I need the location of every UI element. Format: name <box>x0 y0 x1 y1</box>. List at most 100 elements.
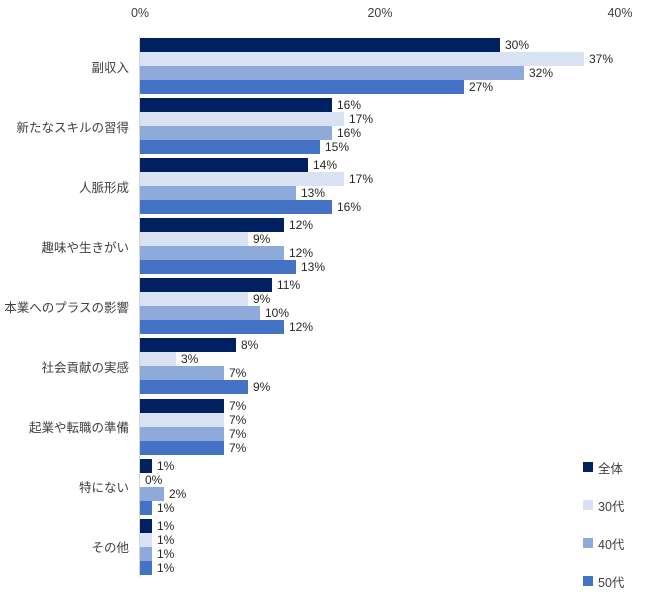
legend-label: 50代 <box>598 575 625 590</box>
x-axis-tick: 40% <box>607 6 633 20</box>
bar-50代 <box>140 140 320 155</box>
bar-40代 <box>140 66 524 80</box>
legend: 全体 30代 40代 50代 <box>583 460 624 601</box>
legend-item-全体: 全体 <box>583 460 624 476</box>
bar-40代 <box>140 186 296 201</box>
bar-value-label: 17% <box>349 172 374 187</box>
bar-row: 3% <box>140 352 639 367</box>
bar-group: 11% 9% 10% 12% <box>140 276 639 336</box>
bar-row: 27% <box>140 80 639 94</box>
bar-row: 7% <box>140 398 639 413</box>
bar-value-label: 1% <box>157 518 175 533</box>
bar-全体 <box>140 158 308 173</box>
bar-value-label: 1% <box>157 546 175 561</box>
bar-value-label: 11% <box>277 278 301 293</box>
bar-40代 <box>140 126 332 141</box>
bar-group: 7% 7% 7% 7% <box>140 397 639 457</box>
bar-row: 16% <box>140 200 639 215</box>
bar-value-label: 1% <box>157 560 175 575</box>
legend-label: 40代 <box>598 537 625 552</box>
bar-value-label: 15% <box>325 140 350 155</box>
bar-row: 12% <box>140 320 639 335</box>
bar-value-label: 12% <box>289 246 314 261</box>
bar-50代 <box>140 440 224 455</box>
bar-50代 <box>140 560 152 575</box>
bar-50代 <box>140 380 248 395</box>
bar-30代 <box>140 352 176 367</box>
bar-全体 <box>140 218 284 233</box>
bar-row: 1% <box>140 532 639 547</box>
bar-40代 <box>140 546 152 561</box>
bar-value-label: 1% <box>157 500 175 515</box>
bar-row: 8% <box>140 338 639 353</box>
bar-row: 7% <box>140 412 639 427</box>
bar-value-label: 7% <box>229 440 247 455</box>
bar-40代 <box>140 486 164 501</box>
bar-row: 1% <box>140 560 639 575</box>
category-label: 趣味や生きがい <box>41 240 129 255</box>
bar-row: 7% <box>140 440 639 455</box>
bar-全体 <box>140 518 152 533</box>
bar-value-label: 9% <box>253 232 271 247</box>
bar-value-label: 10% <box>265 306 290 321</box>
bar-30代 <box>140 172 344 187</box>
bar-value-label: 0% <box>145 472 163 487</box>
legend-swatch-icon <box>583 576 593 586</box>
legend-swatch-icon <box>583 462 593 472</box>
legend-label: 30代 <box>598 499 625 514</box>
bar-row: 9% <box>140 232 639 247</box>
bar-row: 17% <box>140 172 639 187</box>
category-label: 副収入 <box>91 60 129 75</box>
bar-40代 <box>140 246 284 261</box>
bar-value-label: 30% <box>505 38 530 52</box>
category-label: 新たなスキルの習得 <box>16 120 129 135</box>
bar-group: 8% 3% 7% 9% <box>140 336 639 396</box>
bar-row: 1% <box>140 458 639 473</box>
plot-area: 30% 37% 32% 27% 16% 17% 16% 15% 14% 17% 13% 16% 12% 9… <box>139 36 639 577</box>
x-axis-tick: 20% <box>367 6 393 20</box>
bar-row: 2% <box>140 486 639 501</box>
bar-row: 17% <box>140 112 639 127</box>
bar-value-label: 2% <box>169 486 187 501</box>
bar-value-label: 7% <box>229 366 247 381</box>
bar-group: 1% 1% 1% 1% <box>140 517 639 577</box>
bar-group: 12% 9% 12% 13% <box>140 216 639 276</box>
bar-value-label: 1% <box>157 458 175 473</box>
bar-row: 1% <box>140 500 639 515</box>
bar-value-label: 37% <box>589 52 614 66</box>
bar-全体 <box>140 398 224 413</box>
category-label: 本業へのプラスの影響 <box>4 300 129 315</box>
bar-row: 10% <box>140 306 639 321</box>
bar-row: 1% <box>140 546 639 561</box>
bar-row: 7% <box>140 366 639 381</box>
category-label: その他 <box>91 541 129 556</box>
bar-40代 <box>140 366 224 381</box>
bar-value-label: 32% <box>529 66 554 80</box>
bar-value-label: 7% <box>229 398 247 413</box>
legend-item-30代: 30代 <box>583 498 625 514</box>
bar-30代 <box>140 112 344 127</box>
bar-30代 <box>140 52 584 66</box>
x-axis-tick: 0% <box>130 6 150 20</box>
bar-row: 11% <box>140 278 639 293</box>
bar-30代 <box>140 532 152 547</box>
bar-group: 30% 37% 32% 27% <box>140 36 639 96</box>
bar-全体 <box>140 458 152 473</box>
bar-30代 <box>140 232 248 247</box>
bar-50代 <box>140 80 464 94</box>
bar-row: 1% <box>140 518 639 533</box>
bar-全体 <box>140 338 236 353</box>
bar-row: 12% <box>140 246 639 261</box>
bar-row: 32% <box>140 66 639 80</box>
bar-value-label: 16% <box>337 126 362 141</box>
bar-value-label: 16% <box>337 200 362 215</box>
bar-value-label: 13% <box>301 260 326 275</box>
bar-value-label: 7% <box>229 426 247 441</box>
bar-value-label: 3% <box>181 352 199 367</box>
bar-全体 <box>140 38 500 52</box>
bar-row: 30% <box>140 38 639 52</box>
bar-value-label: 7% <box>229 412 247 427</box>
bar-group: 16% 17% 16% 15% <box>140 96 639 156</box>
bar-row: 13% <box>140 260 639 275</box>
